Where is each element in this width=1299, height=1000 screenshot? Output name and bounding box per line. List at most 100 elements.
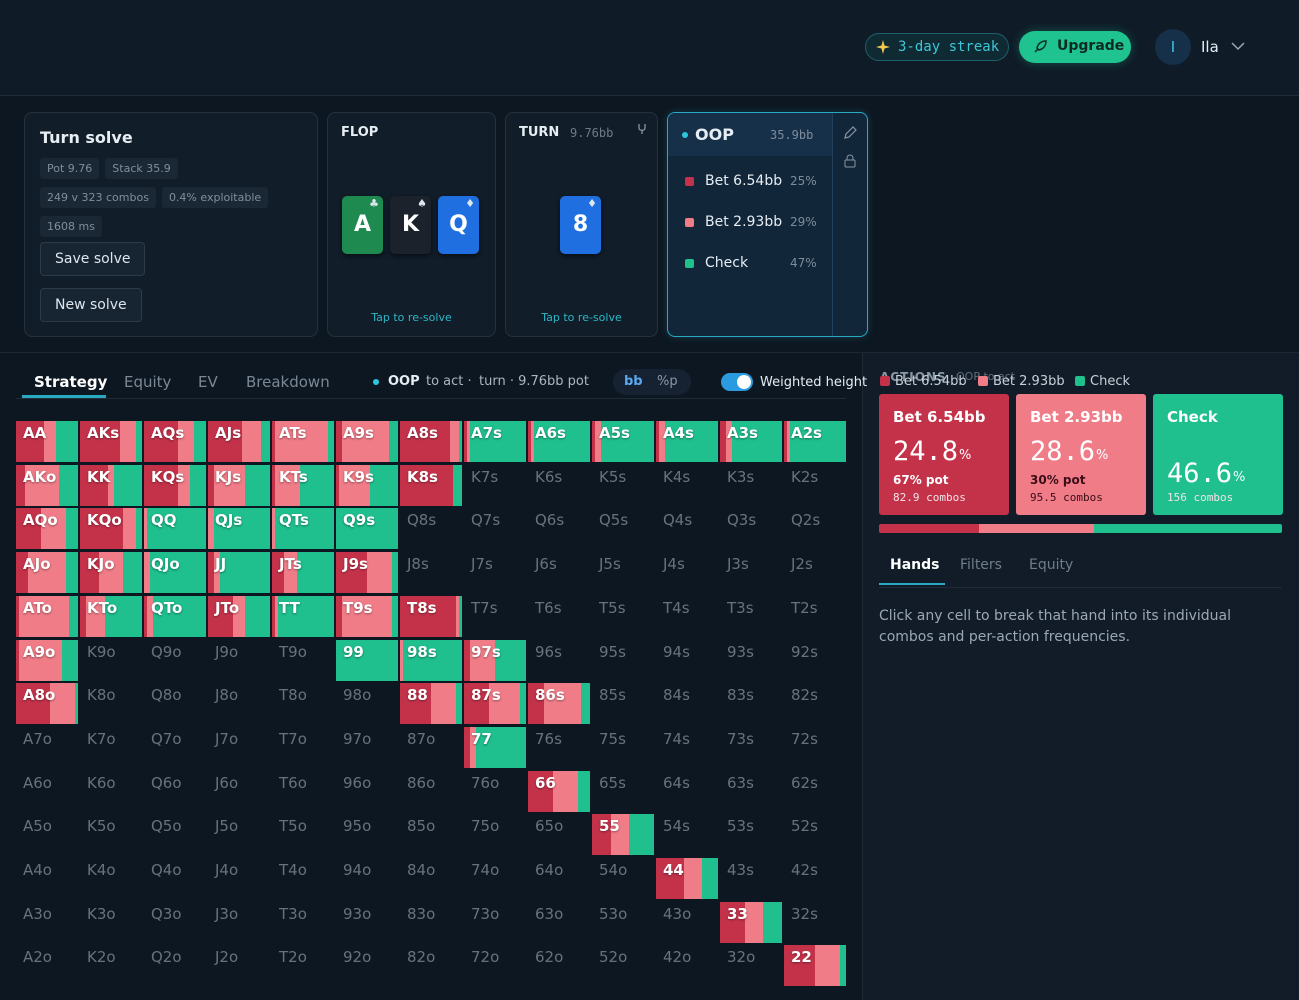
hand-cell[interactable]: KQs (144, 465, 206, 506)
hand-cell[interactable]: 52o (592, 945, 654, 986)
hand-cell[interactable]: 75o (464, 814, 526, 855)
lock-icon[interactable] (844, 154, 856, 168)
hand-cell[interactable]: T6o (272, 771, 334, 812)
hand-cell[interactable]: K4s (656, 465, 718, 506)
hand-cell[interactable]: 76s (528, 727, 590, 768)
hand-cell[interactable]: 74o (464, 858, 526, 899)
hand-cell[interactable]: K5s (592, 465, 654, 506)
hand-cell[interactable]: T9s (336, 596, 398, 637)
hand-cell[interactable]: Q9o (144, 640, 206, 681)
hand-cell[interactable]: 44 (656, 858, 718, 899)
hand-cell[interactable]: T2o (272, 945, 334, 986)
hand-cell[interactable]: JTs (272, 552, 334, 593)
hand-cell[interactable]: KJo (80, 552, 142, 593)
hand-cell[interactable]: A3o (16, 902, 78, 943)
hand-cell[interactable]: T4o (272, 858, 334, 899)
tab[interactable]: Breakdown (246, 373, 330, 391)
hand-cell[interactable]: 96s (528, 640, 590, 681)
hand-cell[interactable]: KQo (80, 508, 142, 549)
hand-cell[interactable]: K6s (528, 465, 590, 506)
hand-cell[interactable]: A2s (784, 421, 846, 462)
hand-cell[interactable]: 43o (656, 902, 718, 943)
hand-cell[interactable]: T8s (400, 596, 462, 637)
hand-cell[interactable]: A2o (16, 945, 78, 986)
hand-cell[interactable]: QJo (144, 552, 206, 593)
hand-cell[interactable]: 98o (336, 683, 398, 724)
hand-cell[interactable]: Q4s (656, 508, 718, 549)
hand-cell[interactable]: QJs (208, 508, 270, 549)
hand-cell[interactable]: 52s (784, 814, 846, 855)
hand-cell[interactable]: J4s (656, 552, 718, 593)
hand-cell[interactable]: J2o (208, 945, 270, 986)
hand-cell[interactable]: 93o (336, 902, 398, 943)
hand-cell[interactable]: 87o (400, 727, 462, 768)
hand-cell[interactable]: K9s (336, 465, 398, 506)
hand-cell[interactable]: Q5s (592, 508, 654, 549)
hand-cell[interactable]: ATs (272, 421, 334, 462)
hand-cell[interactable]: 54o (592, 858, 654, 899)
hand-cell[interactable]: A7s (464, 421, 526, 462)
hand-cell[interactable]: J6s (528, 552, 590, 593)
hand-cell[interactable]: K2o (80, 945, 142, 986)
hand-cell[interactable]: 97s (464, 640, 526, 681)
flop-card[interactable]: FLOP A ♣ K ♠ Q ♦ Tap to re-solve (327, 112, 496, 337)
unit-option[interactable]: %p (657, 374, 678, 389)
hand-cell[interactable]: K2s (784, 465, 846, 506)
panel-tab[interactable]: Equity (1029, 557, 1074, 573)
hand-cell[interactable]: Q7o (144, 727, 206, 768)
hand-cell[interactable]: 82s (784, 683, 846, 724)
hand-cell[interactable]: Q8o (144, 683, 206, 724)
hand-cell[interactable]: 42s (784, 858, 846, 899)
hand-cell[interactable]: Q2o (144, 945, 206, 986)
hand-cell[interactable]: 83o (400, 902, 462, 943)
hand-cell[interactable]: 64o (528, 858, 590, 899)
resolve-link[interactable]: Tap to re-solve (541, 311, 622, 324)
hand-cell[interactable]: K8s (400, 465, 462, 506)
hand-cell[interactable]: A7o (16, 727, 78, 768)
hand-cell[interactable]: AKs (80, 421, 142, 462)
hand-cell[interactable]: QTo (144, 596, 206, 637)
hand-cell[interactable]: J5s (592, 552, 654, 593)
hand-cell[interactable]: Q5o (144, 814, 206, 855)
hand-cell[interactable]: J4o (208, 858, 270, 899)
hand-cell[interactable]: 95s (592, 640, 654, 681)
hand-cell[interactable]: 63s (720, 771, 782, 812)
hand-cell[interactable]: 42o (656, 945, 718, 986)
hand-cell[interactable]: 54s (656, 814, 718, 855)
hand-cell[interactable]: 73s (720, 727, 782, 768)
hand-cell[interactable]: J7o (208, 727, 270, 768)
hand-cell[interactable]: 84o (400, 858, 462, 899)
tab[interactable]: EV (198, 373, 218, 391)
hand-cell[interactable]: 86s (528, 683, 590, 724)
action-card[interactable]: Check 46.6% 156 combos (1153, 394, 1283, 515)
hand-cell[interactable]: 62o (528, 945, 590, 986)
hand-cell[interactable]: T9o (272, 640, 334, 681)
hand-cell[interactable]: T5o (272, 814, 334, 855)
edit-icon[interactable] (843, 126, 857, 140)
hand-cell[interactable]: T5s (592, 596, 654, 637)
hand-cell[interactable]: 72s (784, 727, 846, 768)
avatar[interactable]: I (1155, 29, 1191, 65)
hand-cell[interactable]: 86o (400, 771, 462, 812)
hand-cell[interactable]: K9o (80, 640, 142, 681)
hand-cell[interactable]: 53o (592, 902, 654, 943)
hand-cell[interactable]: 73o (464, 902, 526, 943)
hand-cell[interactable]: J8s (400, 552, 462, 593)
hand-cell[interactable]: A4o (16, 858, 78, 899)
hand-cell[interactable]: A8o (16, 683, 78, 724)
hand-cell[interactable]: ATo (16, 596, 78, 637)
hand-cell[interactable]: J3o (208, 902, 270, 943)
hand-cell[interactable]: A3s (720, 421, 782, 462)
hand-cell[interactable]: 96o (336, 771, 398, 812)
hand-cell[interactable]: K3s (720, 465, 782, 506)
hand-cell[interactable]: AJs (208, 421, 270, 462)
hand-cell[interactable]: 72o (464, 945, 526, 986)
hand-cell[interactable]: Q9s (336, 508, 398, 549)
panel-tab[interactable]: Hands (890, 557, 940, 573)
button[interactable]: Save solve (40, 242, 146, 276)
hand-cell[interactable]: 88 (400, 683, 462, 724)
hand-cell[interactable]: T3o (272, 902, 334, 943)
hand-cell[interactable]: T7s (464, 596, 526, 637)
turn-card[interactable]: TURN 9.76bb 8 ♦ Tap to re-solve (505, 112, 658, 337)
hand-cell[interactable]: J3s (720, 552, 782, 593)
